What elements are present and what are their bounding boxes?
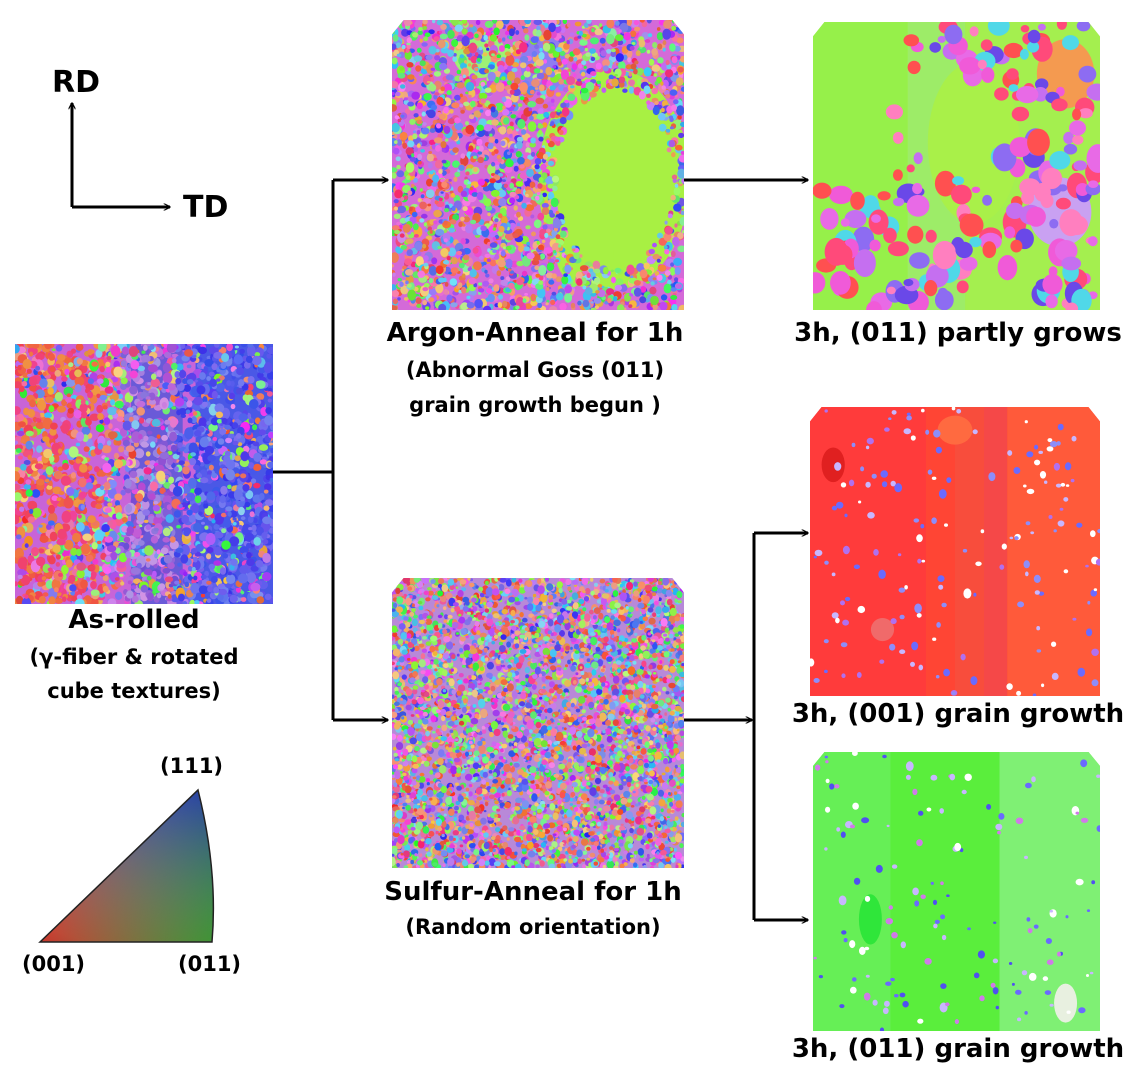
sulfur-3h-011-title: 3h, (011) grain growth (791, 1034, 1125, 1064)
argon-1h-desc-line2: grain growth begun ) (409, 393, 661, 417)
legend-111-label: (111) (160, 754, 224, 778)
argon-1h-desc-line1: (Abnormal Goss (011) (405, 358, 665, 382)
sulfur-3h-001-ebsd-map (810, 407, 1100, 696)
as-rolled-title: As-rolled (68, 605, 200, 635)
legend-001-label: (001) (22, 952, 86, 976)
rd-label: RD (52, 65, 101, 100)
sulfur-1h-ebsd-map (392, 578, 684, 868)
sulfur-3h-001-title: 3h, (001) grain growth (791, 699, 1125, 729)
sulfur-1h-title: Sulfur-Anneal for 1h (384, 877, 682, 907)
argon-1h-title: Argon-Anneal for 1h (386, 318, 684, 348)
legend-011-label: (011) (178, 952, 242, 976)
as-rolled-ebsd-map (15, 344, 273, 604)
inverse-pole-figure-key (38, 788, 215, 943)
td-label: TD (183, 190, 229, 225)
argon-3h-title: 3h, (011) partly grows (794, 318, 1122, 348)
argon-1h-ebsd-map (392, 20, 684, 310)
sulfur-3h-011-ebsd-map (813, 752, 1100, 1031)
as-rolled-desc-line2: cube textures) (47, 679, 221, 703)
argon-3h-ebsd-map (813, 22, 1100, 310)
sulfur-1h-desc-line1: (Random orientation) (405, 915, 661, 939)
as-rolled-desc-line1: (γ-fiber & rotated (29, 645, 239, 669)
